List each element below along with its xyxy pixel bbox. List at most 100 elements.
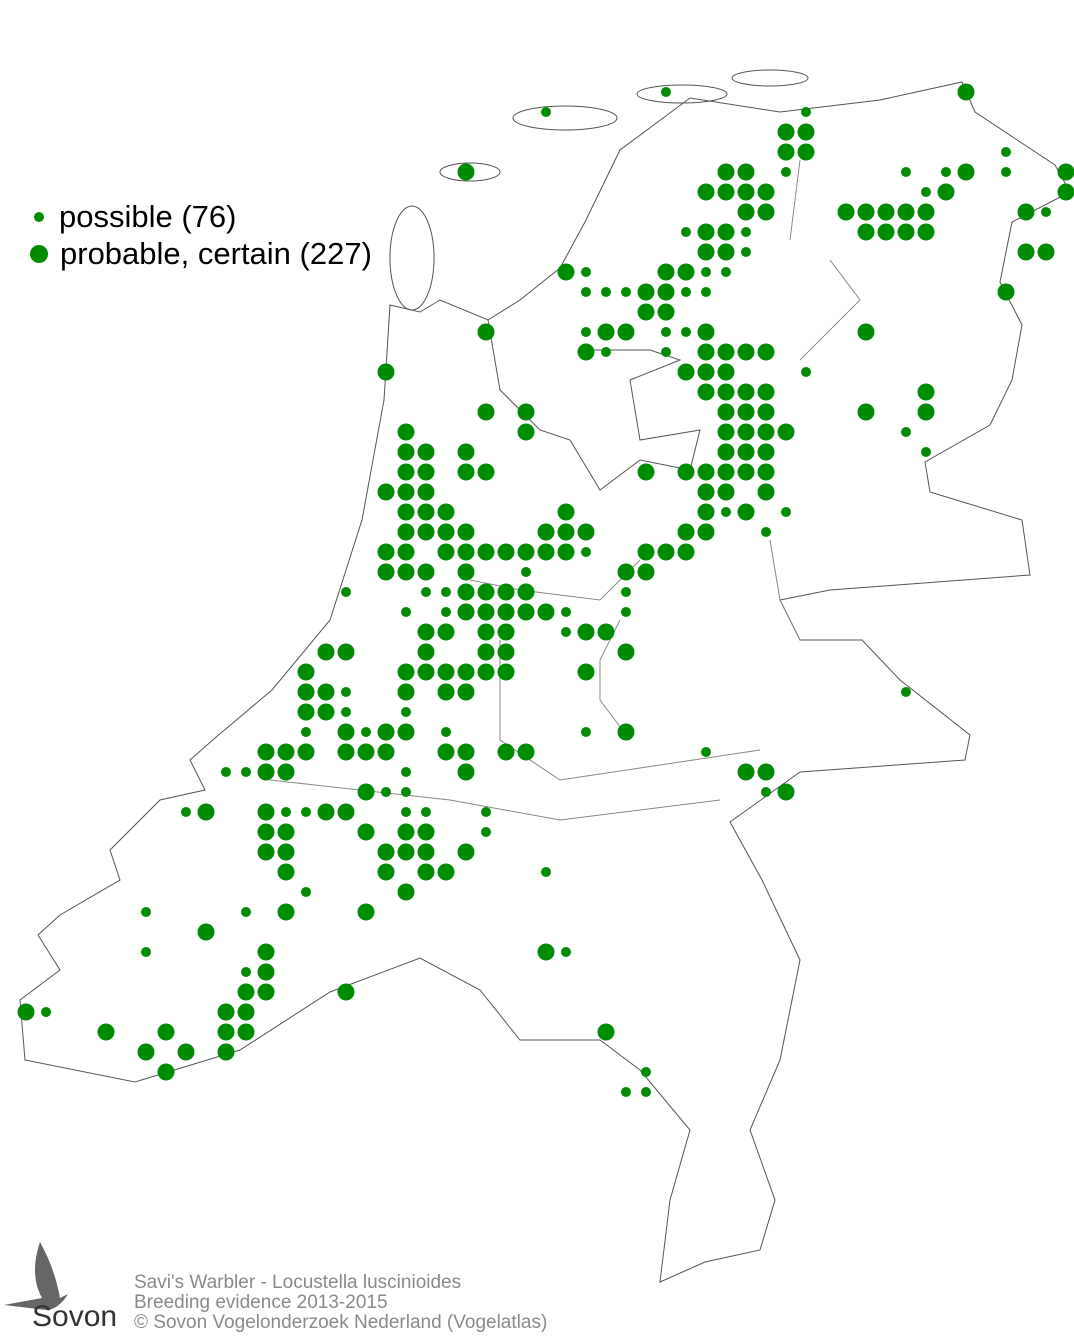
dot-probable-certain (697, 223, 715, 241)
copyright: © Sovon Vogelonderzoek Nederland (Vogela… (134, 1312, 548, 1333)
dot-probable-certain (257, 963, 275, 981)
dot-possible (621, 587, 631, 597)
dot-probable-certain (757, 383, 775, 401)
dot-probable-certain (257, 743, 275, 761)
dot-probable-certain (617, 643, 635, 661)
dot-possible (641, 1067, 651, 1077)
legend-item-probable-certain: probable, certain (227) (30, 235, 372, 272)
dot-possible (361, 727, 371, 737)
sovon-logo: Sovon (4, 1242, 117, 1333)
dot-probable-certain (717, 443, 735, 461)
dot-probable-certain (637, 563, 655, 581)
dot-probable-certain (497, 663, 515, 681)
dot-possible (401, 607, 411, 617)
dot-probable-certain (517, 543, 535, 561)
dot-probable-certain (717, 343, 735, 361)
small-dot-icon (34, 211, 44, 222)
dot-possible (721, 267, 731, 277)
dot-probable-certain (457, 463, 475, 481)
dot-probable-certain (397, 463, 415, 481)
dot-probable-certain (777, 123, 795, 141)
dot-probable-certain (517, 743, 535, 761)
dot-probable-certain (377, 563, 395, 581)
dot-probable-certain (657, 543, 675, 561)
dot-probable-certain (417, 843, 435, 861)
dot-probable-certain (597, 1023, 615, 1041)
dot-possible (341, 587, 351, 597)
dot-probable-certain (737, 763, 755, 781)
dot-possible (701, 287, 711, 297)
dot-probable-certain (677, 543, 695, 561)
dot-probable-certain (437, 523, 455, 541)
dot-probable-certain (837, 203, 855, 221)
dot-possible (621, 607, 631, 617)
dot-probable-certain (757, 343, 775, 361)
dot-possible (761, 787, 771, 797)
legend-item-possible: possible (76) (30, 198, 372, 235)
dot-possible (141, 907, 151, 917)
dot-probable-certain (757, 483, 775, 501)
legend: possible (76) probable, certain (227) (30, 198, 372, 272)
dot-probable-certain (697, 523, 715, 541)
dot-probable-certain (97, 1023, 115, 1041)
dot-probable-certain (257, 803, 275, 821)
dot-possible (1001, 147, 1011, 157)
dot-probable-certain (337, 643, 355, 661)
dot-probable-certain (697, 183, 715, 201)
dot-probable-certain (697, 243, 715, 261)
dot-possible (701, 747, 711, 757)
dot-probable-certain (537, 523, 555, 541)
dot-probable-certain (157, 1063, 175, 1081)
dot-probable-certain (377, 843, 395, 861)
dot-possible (241, 967, 251, 977)
dot-possible (941, 167, 951, 177)
dot-probable-certain (277, 843, 295, 861)
dot-probable-certain (377, 743, 395, 761)
dot-probable-certain (937, 183, 955, 201)
dot-probable-certain (277, 763, 295, 781)
dot-possible (181, 807, 191, 817)
dot-possible (141, 947, 151, 957)
dot-probable-certain (477, 623, 495, 641)
dot-probable-certain (497, 643, 515, 661)
dot-probable-certain (857, 403, 875, 421)
dot-probable-certain (377, 363, 395, 381)
dot-possible (561, 947, 571, 957)
dot-probable-certain (717, 243, 735, 261)
dot-possible (301, 887, 311, 897)
dot-possible (901, 427, 911, 437)
dot-probable-certain (457, 603, 475, 621)
dot-probable-certain (717, 363, 735, 381)
dot-possible (241, 767, 251, 777)
dot-probable-certain (517, 583, 535, 601)
dot-probable-certain (757, 203, 775, 221)
dot-possible (401, 707, 411, 717)
dot-probable-certain (737, 203, 755, 221)
dot-possible (701, 267, 711, 277)
dot-probable-certain (797, 143, 815, 161)
dot-probable-certain (917, 203, 935, 221)
dot-probable-certain (397, 543, 415, 561)
dot-possible (1041, 207, 1051, 217)
dot-probable-certain (397, 443, 415, 461)
dot-probable-certain (497, 583, 515, 601)
dot-probable-certain (537, 543, 555, 561)
dot-probable-certain (497, 543, 515, 561)
ijsselmeer-outline (487, 319, 701, 491)
dot-probable-certain (737, 163, 755, 181)
dot-probable-certain (997, 283, 1015, 301)
mainland-outline (19, 81, 1071, 1283)
dot-possible (1001, 167, 1011, 177)
dot-probable-certain (857, 323, 875, 341)
dot-probable-certain (377, 863, 395, 881)
dot-probable-certain (617, 323, 635, 341)
dot-probable-certain (257, 823, 275, 841)
dot-probable-certain (277, 903, 295, 921)
dot-probable-certain (217, 1003, 235, 1021)
dot-probable-certain (897, 203, 915, 221)
dot-probable-certain (777, 783, 795, 801)
dot-probable-certain (257, 843, 275, 861)
dot-probable-certain (557, 523, 575, 541)
dot-probable-certain (457, 563, 475, 581)
dot-probable-certain (397, 723, 415, 741)
